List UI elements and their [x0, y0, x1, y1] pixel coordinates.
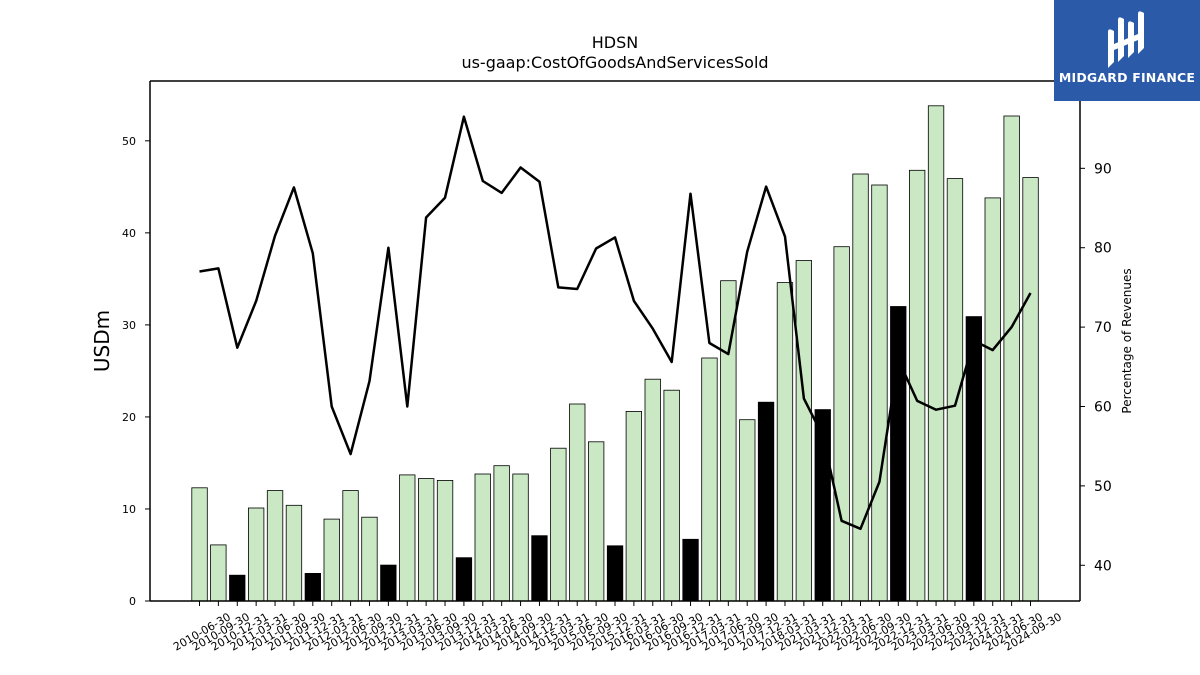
bar-2012-03-31	[323, 518, 340, 602]
y-tick-label: 40	[122, 227, 136, 240]
y-axis-ticks: 0 10 20 30 40 50	[122, 135, 150, 608]
bar-2024-06-30	[1003, 115, 1020, 602]
bar-2012-06-30	[342, 490, 359, 602]
bar-series	[191, 105, 1039, 602]
logo-text: MIDGARD FINANCE	[1058, 70, 1196, 85]
bar-2014-03-31	[474, 473, 491, 602]
bar-2022-03-31	[833, 246, 850, 602]
bar-2021-03-31	[795, 260, 812, 602]
bar-2022-12-31	[890, 306, 907, 602]
chart-subtitle: us-gaap:CostOfGoodsAndServicesSold	[461, 53, 768, 72]
bar-2023-03-31	[909, 169, 926, 602]
bar-2014-09-30	[512, 473, 529, 602]
bar-2013-06-30	[417, 478, 435, 602]
bar-2017-03-31	[701, 357, 718, 602]
y-tick-label: 10	[122, 503, 136, 516]
bar-2015-09-30	[588, 441, 605, 602]
bar-2015-12-31	[606, 545, 624, 602]
y-tick-label: 20	[122, 411, 136, 424]
bar-2014-12-31	[531, 535, 548, 602]
bar-2016-06-30	[644, 378, 661, 602]
bar-2011-03-31	[247, 507, 265, 602]
bar-2011-09-30	[285, 504, 303, 602]
bar-2022-06-30	[852, 173, 869, 602]
y-tick-label: 0	[129, 595, 136, 608]
bar-2016-12-31	[682, 538, 699, 602]
bar-2011-06-30	[266, 490, 284, 602]
bar-2024-09-30	[1022, 177, 1039, 602]
bar-2013-12-31	[455, 557, 473, 602]
bar-2015-06-30	[569, 403, 586, 602]
bar-2012-09-30	[361, 516, 378, 602]
y2-tick-label: 60	[1094, 399, 1112, 415]
x-axis-ticks: 2010-06-302010-09-302010-12-312011-03-31…	[171, 601, 1064, 654]
y-tick-label: 30	[122, 319, 136, 332]
bar-2022-09-30	[871, 184, 888, 602]
chart-title: HDSN	[592, 33, 638, 52]
percentage-line	[199, 115, 1032, 531]
bar-2023-06-30	[927, 105, 945, 602]
bar-2010-09-30	[210, 544, 227, 602]
y-axis-label: USDm	[90, 310, 114, 372]
bar-2015-03-31	[550, 447, 567, 602]
y2-tick-label: 70	[1094, 320, 1112, 336]
bar-2012-12-31	[380, 564, 397, 602]
line-series	[199, 115, 1032, 531]
bar-2017-12-31	[757, 401, 775, 602]
bar-2013-09-30	[436, 479, 454, 602]
bar-2013-03-31	[399, 474, 416, 602]
bar-2014-06-30	[493, 465, 510, 602]
bar-2010-06-30	[191, 487, 208, 602]
y2-tick-label: 80	[1094, 241, 1112, 257]
bar-2017-09-30	[739, 419, 756, 602]
y2-tick-label: 90	[1094, 161, 1112, 177]
bar-2010-12-31	[229, 574, 246, 602]
bar-2018-03-31	[776, 282, 794, 602]
bar-2016-03-31	[625, 410, 642, 602]
y2-tick-label: 40	[1094, 558, 1112, 574]
y2-tick-label: 50	[1094, 479, 1112, 495]
y2-axis-label: Percentage of Revenues	[1120, 268, 1134, 413]
y-tick-label: 50	[122, 135, 136, 148]
bar-2024-03-31	[984, 197, 1001, 602]
bar-2011-12-31	[304, 573, 322, 602]
y2-axis-ticks: 40 50 60 70 80 90	[1080, 161, 1112, 574]
bar-2016-09-30	[663, 389, 680, 602]
brand-logo: MIDGARD FINANCE	[1054, 0, 1200, 101]
logo-mark-icon	[1108, 11, 1144, 68]
